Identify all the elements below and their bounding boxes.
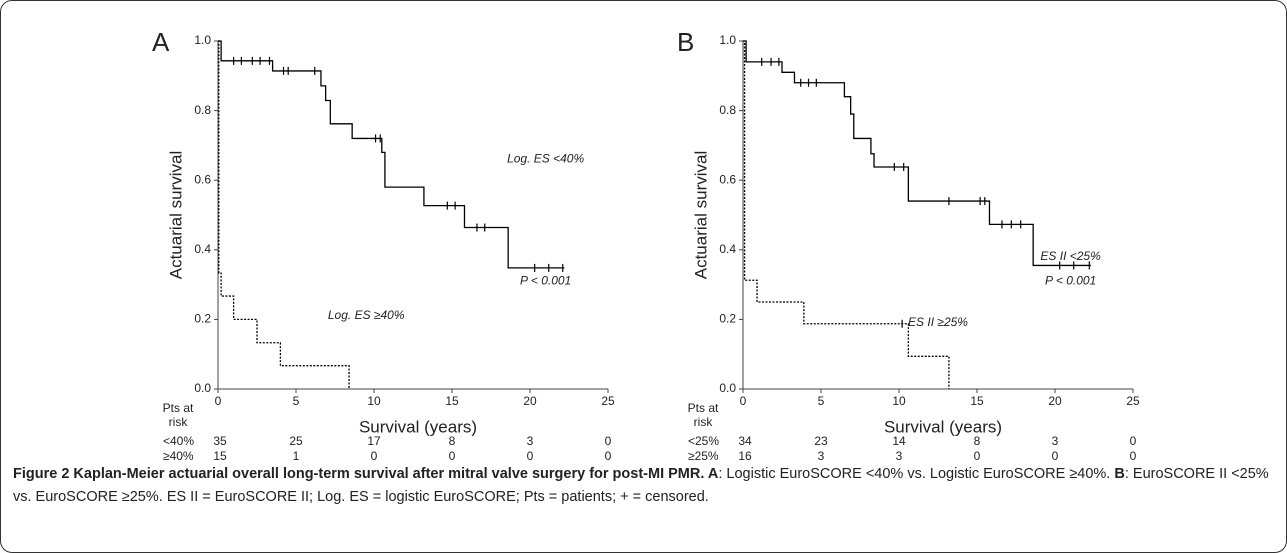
x-tick-label: 5 (818, 394, 825, 408)
risk-row-label: <40% (163, 434, 194, 448)
curve-label: ES II ≥25% (908, 315, 968, 329)
risk-count: 0 (527, 449, 534, 461)
caption-part: : EuroSCORE II <25% vs. EuroSCORE ≥25%. … (13, 466, 1269, 505)
risk-count: 0 (371, 449, 378, 461)
panel-label: A (152, 27, 170, 57)
risk-count: 0 (1052, 449, 1059, 461)
risk-count: 0 (449, 449, 456, 461)
survival-curve (218, 40, 350, 389)
risk-count: 17 (367, 434, 381, 448)
survival-curve (218, 40, 565, 269)
risk-title-box: Pts at risk (162, 401, 194, 429)
risk-count: 3 (818, 449, 825, 461)
risk-count: 1 (293, 449, 300, 461)
risk-count: 0 (974, 449, 981, 461)
y-tick-label: 0.8 (719, 103, 736, 117)
risk-row-label: <25% (688, 434, 719, 448)
caption-part: : Logistic EuroSCORE <40% vs. Logistic E… (718, 466, 1115, 482)
survival-curve (743, 40, 1091, 267)
risk-count: 0 (605, 449, 612, 461)
y-tick-label: 1.0 (194, 33, 211, 47)
x-tick-label: 5 (293, 394, 300, 408)
risk-table-title: Pts at risk (687, 401, 719, 429)
risk-row-label: ≥25% (688, 449, 719, 461)
x-tick-label: 15 (445, 394, 459, 408)
y-tick-label: 0.4 (719, 242, 736, 256)
caption-part: B (1114, 466, 1125, 482)
caption-part: A (707, 466, 719, 482)
x-tick-label: 10 (892, 394, 906, 408)
risk-row-label: ≥40% (163, 449, 194, 461)
y-axis-label: Actuarial survival (691, 151, 710, 280)
y-tick-label: 0.2 (194, 312, 211, 326)
risk-count: 15 (213, 449, 227, 461)
x-tick-label: 0 (740, 394, 747, 408)
caption: Figure 2 Kaplan-Meier actuarial overall … (13, 463, 1275, 509)
x-tick-label: 25 (601, 394, 615, 408)
x-tick-label: 10 (367, 394, 381, 408)
risk-count: 34 (738, 434, 752, 448)
risk-count: 0 (1130, 434, 1137, 448)
y-tick-label: 0.0 (194, 381, 211, 395)
y-tick-label: 0.6 (719, 172, 736, 186)
curve-label: ES II <25% (1040, 249, 1101, 263)
y-tick-label: 0.2 (719, 312, 736, 326)
risk-count: 0 (1130, 449, 1137, 461)
y-tick-label: 0.4 (194, 242, 211, 256)
risk-count: 3 (527, 434, 534, 448)
curve-label: Log. ES ≥40% (328, 308, 405, 322)
x-axis-label: Survival (years) (359, 417, 477, 436)
caption-part: Figure 2 Kaplan-Meier actuarial overall … (13, 466, 708, 482)
risk-count: 35 (213, 434, 227, 448)
risk-count: 8 (449, 434, 456, 448)
risk-count: 25 (289, 434, 303, 448)
y-tick-label: 0.6 (194, 172, 211, 186)
risk-count: 23 (814, 434, 828, 448)
panel-label: B (677, 27, 694, 57)
curve-label: Log. ES <40% (507, 151, 584, 165)
risk-count: 0 (605, 434, 612, 448)
risk-count: 16 (738, 449, 752, 461)
x-tick-label: 20 (1048, 394, 1062, 408)
x-tick-label: 25 (1126, 394, 1140, 408)
risk-count: 8 (974, 434, 981, 448)
x-tick-label: 0 (215, 394, 222, 408)
p-value: P < 0.001 (1045, 273, 1096, 287)
risk-count: 3 (896, 449, 903, 461)
y-axis-label: Actuarial survival (166, 151, 185, 280)
x-tick-label: 15 (970, 394, 984, 408)
x-tick-label: 20 (523, 394, 537, 408)
risk-count: 3 (1052, 434, 1059, 448)
risk-table-title: Pts at risk (162, 401, 194, 429)
p-value: P < 0.001 (520, 273, 571, 287)
x-axis-label: Survival (years) (884, 417, 1002, 436)
risk-count: 14 (892, 434, 906, 448)
y-tick-label: 0.0 (719, 381, 736, 395)
risk-title-box: Pts at risk (687, 401, 719, 429)
y-tick-label: 1.0 (719, 33, 736, 47)
y-tick-label: 0.8 (194, 103, 211, 117)
survival-curve (743, 40, 950, 389)
